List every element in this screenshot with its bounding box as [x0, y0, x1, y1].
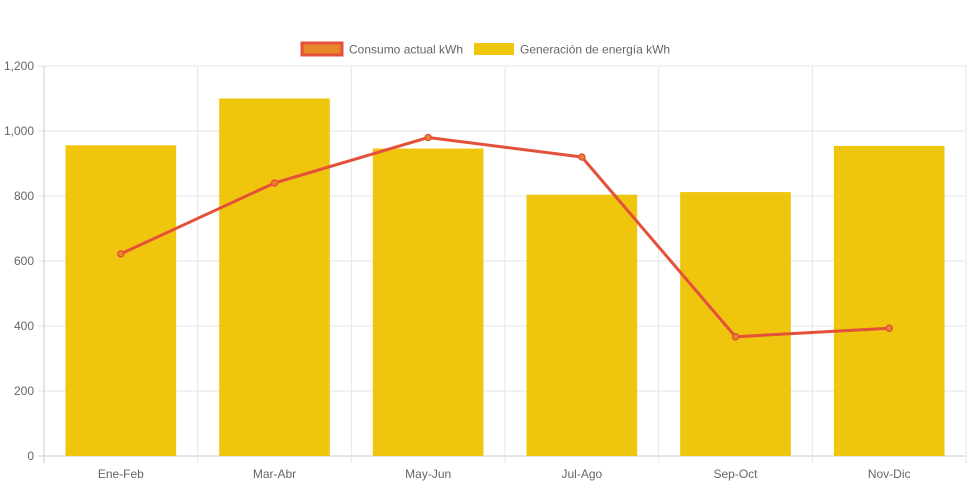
y-tick-label: 400: [14, 319, 34, 333]
point-consumo-ene-feb: [117, 250, 125, 258]
legend-label-generacion: Generación de energía kWh: [520, 43, 670, 57]
x-tick-label: Nov-Dic: [868, 467, 911, 481]
y-tick-label: 1,200: [4, 59, 34, 73]
y-tick-label: 200: [14, 384, 34, 398]
x-tick-label: Jul-Ago: [561, 467, 602, 481]
legend-item-consumo[interactable]: Consumo actual kWh: [300, 41, 463, 57]
y-tick-label: 0: [27, 449, 34, 463]
legend-swatch-consumo: [300, 41, 344, 57]
x-tick-label: Sep-Oct: [713, 467, 758, 481]
point-consumo-nov-dic: [885, 324, 893, 333]
chart-legend[interactable]: Consumo actual kWh Generación de energía…: [300, 41, 670, 57]
point-consumo-mar-abr: [270, 179, 279, 187]
bar-generacion-ene-feb: [65, 145, 177, 457]
y-tick-label: 800: [14, 189, 34, 203]
legend-label-consumo: Consumo actual kWh: [349, 43, 463, 57]
y-tick-label: 1,000: [4, 124, 34, 138]
bar-generacion-may-jun: [372, 148, 484, 457]
x-tick-label: Ene-Feb: [98, 467, 144, 481]
line-consumo: [120, 136, 890, 339]
grid-lines: [38, 65, 967, 463]
axes: 0 200 400 600 800 1,000 1,200 Ene-Feb Mar-Abr May…: [4, 59, 911, 481]
point-consumo-may-jun: [424, 133, 432, 142]
bar-series: [65, 98, 945, 457]
bar-generacion-jul-ago: [526, 194, 638, 456]
legend-swatch-generacion: [474, 43, 514, 55]
line-series: [117, 133, 893, 341]
point-consumo-sep-oct: [731, 332, 740, 341]
x-tick-label: May-Jun: [405, 467, 451, 481]
x-tick-label: Mar-Abr: [253, 467, 296, 481]
y-tick-label: 600: [14, 254, 34, 268]
point-consumo-jul-ago: [578, 153, 586, 161]
bar-generacion-mar-abr: [219, 98, 330, 456]
legend-item-generacion[interactable]: Generación de energía kWh: [474, 43, 670, 57]
bar-generacion-nov-dic: [833, 145, 945, 456]
bar-generacion-sep-oct: [680, 192, 791, 456]
